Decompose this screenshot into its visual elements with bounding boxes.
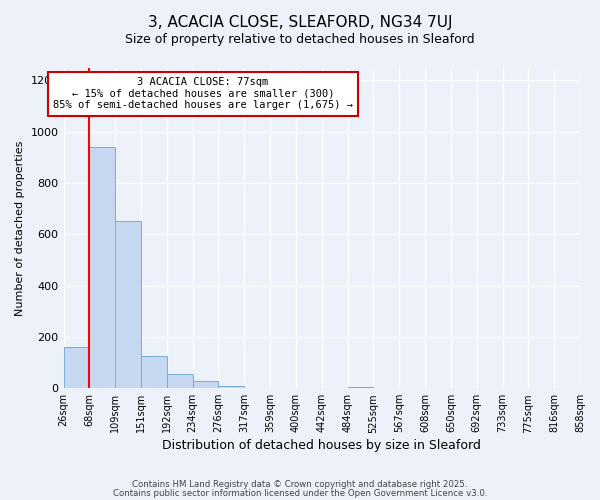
Bar: [64, 347, 89, 388]
Bar: [167, 374, 193, 388]
Bar: [347, 387, 373, 388]
Y-axis label: Number of detached properties: Number of detached properties: [15, 140, 25, 316]
Bar: [141, 356, 167, 388]
X-axis label: Distribution of detached houses by size in Sleaford: Distribution of detached houses by size …: [163, 440, 481, 452]
Bar: [89, 147, 115, 388]
Bar: [218, 386, 244, 388]
Text: 3, ACACIA CLOSE, SLEAFORD, NG34 7UJ: 3, ACACIA CLOSE, SLEAFORD, NG34 7UJ: [148, 15, 452, 30]
Bar: [193, 381, 218, 388]
Bar: [115, 222, 141, 388]
Text: Size of property relative to detached houses in Sleaford: Size of property relative to detached ho…: [125, 32, 475, 46]
Text: 3 ACACIA CLOSE: 77sqm
← 15% of detached houses are smaller (300)
85% of semi-det: 3 ACACIA CLOSE: 77sqm ← 15% of detached …: [53, 77, 353, 110]
Text: Contains public sector information licensed under the Open Government Licence v3: Contains public sector information licen…: [113, 488, 487, 498]
Text: Contains HM Land Registry data © Crown copyright and database right 2025.: Contains HM Land Registry data © Crown c…: [132, 480, 468, 489]
